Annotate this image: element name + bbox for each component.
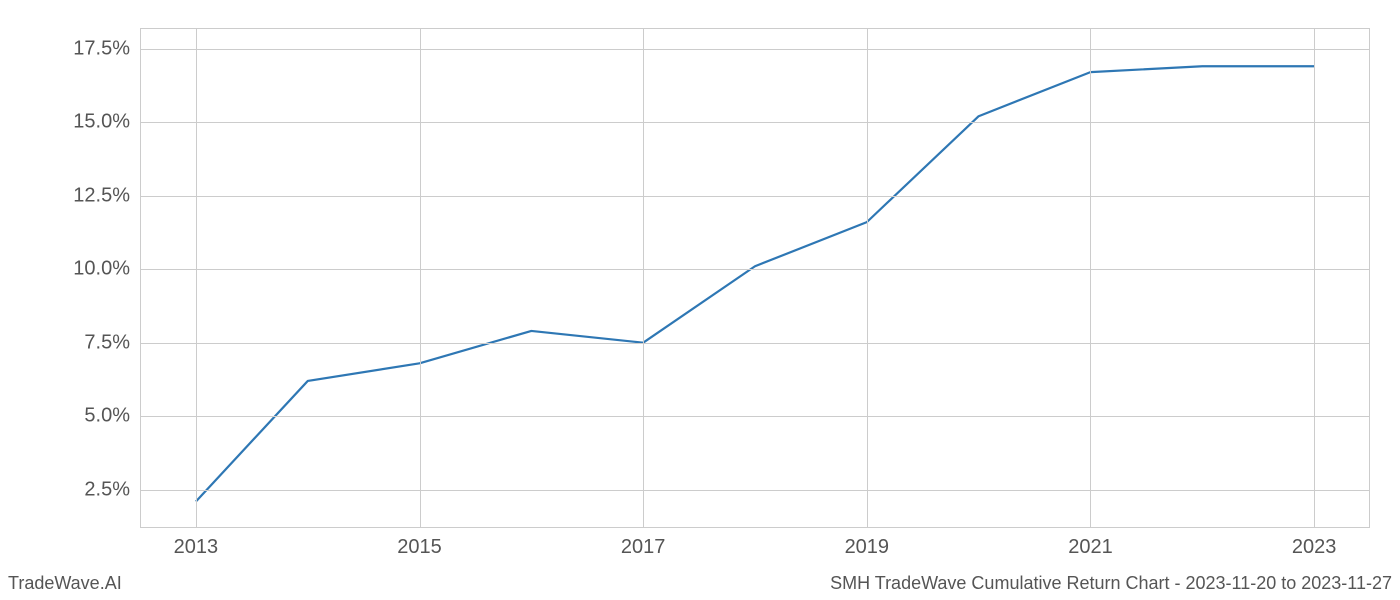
grid-line-horizontal	[140, 49, 1370, 50]
x-tick-label: 2023	[1292, 528, 1337, 559]
grid-line-horizontal	[140, 416, 1370, 417]
chart-container: 2013 2015 2017 2019 2021 2023 2.5% 5.0% 7.5% 10.0…	[0, 0, 1400, 600]
y-tick-label: 12.5%	[73, 184, 140, 207]
x-tick-label: 2017	[621, 528, 666, 559]
plot-area: 2013201520172019202120232.5%5.0%7.5%10.0…	[140, 28, 1370, 528]
grid-line-horizontal	[140, 343, 1370, 344]
x-tick-label: 2021	[1068, 528, 1113, 559]
y-tick-label: 17.5%	[73, 37, 140, 60]
footer-right: SMH TradeWave Cumulative Return Chart - …	[830, 573, 1392, 594]
line-series	[140, 28, 1370, 528]
x-tick-label: 2013	[174, 528, 219, 559]
x-tick-label: 2015	[397, 528, 442, 559]
grid-line-vertical	[643, 28, 644, 528]
y-tick-label: 2.5%	[84, 478, 140, 501]
grid-line-vertical	[196, 28, 197, 528]
y-tick-label: 15.0%	[73, 111, 140, 134]
x-tick-label: 2019	[845, 528, 890, 559]
y-tick-label: 7.5%	[84, 331, 140, 354]
grid-line-horizontal	[140, 490, 1370, 491]
grid-line-vertical	[867, 28, 868, 528]
y-tick-label: 10.0%	[73, 258, 140, 281]
grid-line-horizontal	[140, 122, 1370, 123]
grid-line-horizontal	[140, 196, 1370, 197]
footer-left: TradeWave.AI	[8, 573, 122, 594]
grid-line-vertical	[1090, 28, 1091, 528]
grid-line-vertical	[420, 28, 421, 528]
grid-line-vertical	[1314, 28, 1315, 528]
grid-line-horizontal	[140, 269, 1370, 270]
series-line	[196, 66, 1314, 501]
y-tick-label: 5.0%	[84, 405, 140, 428]
